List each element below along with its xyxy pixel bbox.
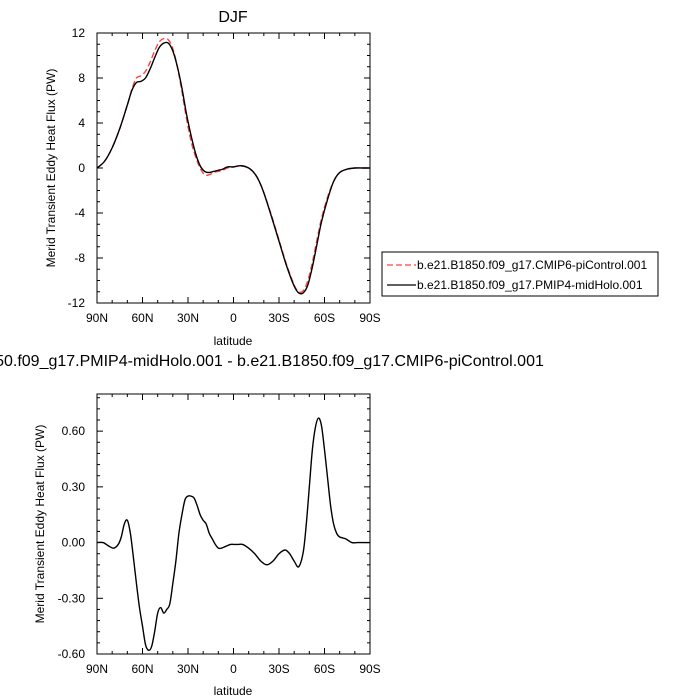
bottom-ytick-label: -0.60 xyxy=(58,647,86,661)
top-xtick-label: 90S xyxy=(359,311,380,325)
top-ylabel: Merid Transient Eddy Heat Flux (PW) xyxy=(44,69,58,268)
bottom-ylabel: Merid Transient Eddy Heat Flux (PW) xyxy=(33,425,47,624)
bottom-ytick-label: 0.30 xyxy=(62,480,86,494)
legend: b.e21.B1850.f09_g17.CMIP6-piControl.001 … xyxy=(381,251,659,297)
top-ytick-label: 0 xyxy=(78,161,85,175)
bottom-panel: b.e21.B1850.f09_g17.PMIP4-midHolo.001 - … xyxy=(0,353,544,698)
top-ytick-label: -4 xyxy=(74,206,85,220)
bottom-xtick-label: 0 xyxy=(230,662,237,676)
bottom-xtick-label: 90N xyxy=(86,662,108,676)
top-panel: DJF Merid Transient Eddy Heat Flux (PW) … xyxy=(44,9,381,348)
bottom-ytick-label: 0.00 xyxy=(62,536,86,550)
top-ticks: 90N 60N 30N 0 30S 60S 90S -12 -8 -4 0 4 8 12 xyxy=(68,26,381,325)
bottom-title: b.e21.B1850.f09_g17.PMIP4-midHolo.001 - … xyxy=(0,353,544,370)
top-xlabel: latitude xyxy=(214,334,253,348)
legend-label-picontrol: b.e21.B1850.f09_g17.CMIP6-piControl.001 xyxy=(417,258,647,272)
top-plot-frame xyxy=(96,32,371,304)
bottom-xlabel: latitude xyxy=(214,684,253,698)
bottom-xtick-label: 90S xyxy=(359,662,380,676)
top-xtick-label: 60S xyxy=(314,311,335,325)
bottom-xtick-label: 30N xyxy=(177,662,199,676)
top-series-line-0 xyxy=(96,37,370,293)
bottom-series xyxy=(96,417,370,652)
top-xtick-label: 30N xyxy=(177,311,199,325)
top-title: DJF xyxy=(218,9,248,26)
bottom-ytick-label: -0.30 xyxy=(58,591,86,605)
bottom-ticks: 90N 60N 30N 0 30S 60S 90S -0.60 -0.30 0.00 0.30 0.6… xyxy=(58,394,381,676)
top-ytick-label: 12 xyxy=(72,26,86,40)
top-ytick-label: 8 xyxy=(78,71,85,85)
legend-box xyxy=(381,251,659,297)
bottom-xtick-label: 60S xyxy=(314,662,335,676)
bottom-ytick-label: 0.60 xyxy=(62,424,86,438)
bottom-series-line-0 xyxy=(96,417,370,652)
top-ytick-label: 4 xyxy=(78,116,85,130)
top-series xyxy=(96,37,370,295)
bottom-xtick-label: 30S xyxy=(268,662,289,676)
top-series-line-1 xyxy=(96,41,370,295)
bottom-plot-frame xyxy=(96,393,371,655)
top-xtick-label: 90N xyxy=(86,311,108,325)
top-ytick-label: -8 xyxy=(74,251,85,265)
top-ytick-label: -12 xyxy=(68,296,86,310)
top-xtick-label: 0 xyxy=(230,311,237,325)
legend-label-midholo: b.e21.B1850.f09_g17.PMIP4-midHolo.001 xyxy=(417,278,643,292)
top-xtick-label: 60N xyxy=(131,311,153,325)
top-xtick-label: 30S xyxy=(268,311,289,325)
bottom-xtick-label: 60N xyxy=(131,662,153,676)
